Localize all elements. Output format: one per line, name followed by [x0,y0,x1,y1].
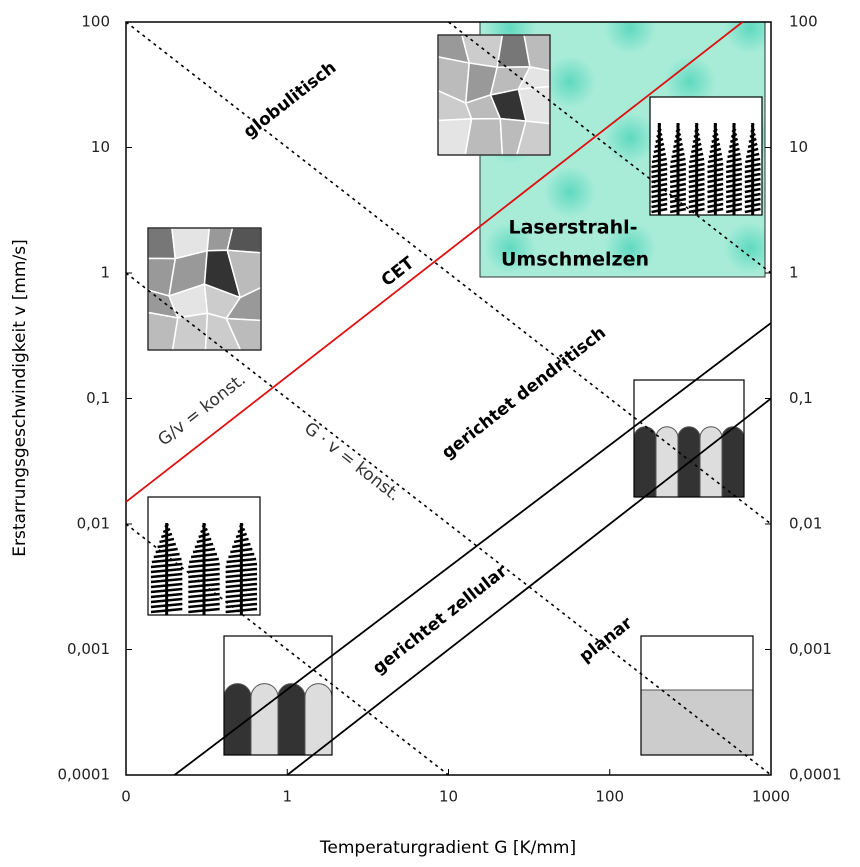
annotation: Laserstrahl- [508,217,637,239]
dendrite-arm [696,124,698,127]
cell [251,684,278,755]
y2-tick-label: 0,001 [789,640,832,658]
cell [722,427,744,497]
y2-tick-label: 0,0001 [789,766,842,784]
y-axis-label: Erstarrungsgeschwindigkeit v [mm/s] [10,239,30,556]
annotation: planar [576,613,637,667]
y-tick-label: 1 [100,264,110,282]
dendrite-arm [733,124,735,127]
y2-tick-label: 10 [789,138,808,156]
dendrite-arm [677,124,679,127]
y-tick-label: 10 [91,138,110,156]
y2-tick-label: 1 [789,264,799,282]
x-tick-label: 0 [121,788,131,806]
y-tick-label: 0,0001 [58,766,111,784]
x-tick-label: 100 [595,788,624,806]
dendrite-arm [659,124,661,127]
y2-tick-label: 0,1 [789,389,813,407]
cell [634,427,656,497]
y-tick-label: 100 [81,13,110,31]
grain [465,119,502,155]
x-tick-label: 1 [282,788,292,806]
annotation: gerichtet zellular [369,561,512,679]
planar-solid [641,690,753,755]
annotation: CET [378,253,419,291]
grain [227,228,261,253]
dendrite-arm [752,124,754,127]
annotation: globulitisch [240,58,340,143]
grain [173,313,208,350]
annotation: G/v = konst. [154,370,249,451]
x-tick-label: 1000 [752,788,790,806]
annotation: Umschmelzen [501,249,649,271]
annotation: G · v = konst. [300,418,404,505]
grain [148,228,175,259]
y2-tick-label: 100 [789,13,818,31]
y2-tick-label: 0,01 [789,515,822,533]
y-tick-label: 0,1 [86,389,110,407]
x-axis-label: Temperaturgradient G [K/mm] [319,838,576,858]
y-tick-label: 0,001 [67,640,110,658]
chart: Temperaturgradient G [K/mm] Erstarrungsg… [0,0,860,863]
x-tick-label: 10 [439,788,458,806]
microstructures [148,35,762,755]
y-tick-label: 0,01 [77,515,110,533]
dendrite-arm [715,124,717,127]
annotation: gerichtet dendritisch [438,323,610,463]
cell [700,427,722,497]
